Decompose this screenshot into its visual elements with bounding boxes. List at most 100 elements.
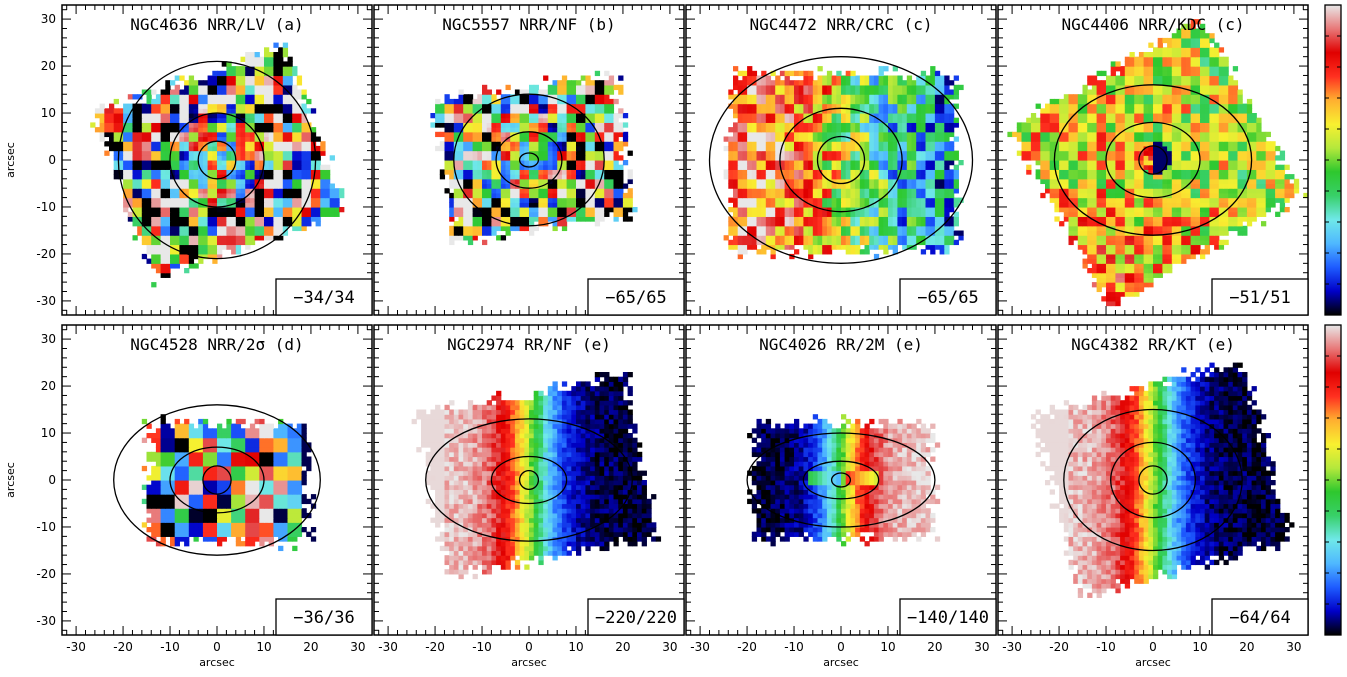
x-tick-label: 10 xyxy=(568,640,583,654)
contour-line xyxy=(1110,441,1196,519)
panel-1: -30 -20 -10 0 10 20 30 arcsec NGC4636 NRR/LV (a)… xyxy=(4,4,373,316)
x-tick-label: 10 xyxy=(1192,640,1207,654)
x-tick-label: 20 xyxy=(615,640,630,654)
isophote-contours xyxy=(746,432,936,528)
contour-line xyxy=(202,465,232,495)
isophote-contours xyxy=(708,56,974,264)
contour-line xyxy=(830,472,852,488)
x-tick-label: -20 xyxy=(113,640,133,654)
panel-5: -30 -20 -10 0 10 20 30 arcsec -30 -20 -10 0 10 20 30 ar… xyxy=(4,324,373,669)
x-tick-label: -10 xyxy=(784,640,804,654)
velocity-range-box xyxy=(275,278,373,316)
x-tick-label: -10 xyxy=(160,640,180,654)
x-tick-label: -10 xyxy=(472,640,492,654)
x-tick-label: -30 xyxy=(690,640,710,654)
x-tick-label: 20 xyxy=(927,640,942,654)
velocity-range-box xyxy=(275,598,373,636)
axis-ticks xyxy=(998,5,1308,315)
x-tick-label: -30 xyxy=(1002,640,1022,654)
axis-ticks xyxy=(374,5,684,315)
y-tick-label: 20 xyxy=(41,379,56,393)
colorbars xyxy=(1324,4,1342,636)
velocity-map xyxy=(723,66,964,260)
x-tick-label: 30 xyxy=(1286,640,1301,654)
velocity-map xyxy=(430,70,638,246)
y-tick-label: -30 xyxy=(36,614,56,628)
isophote-contours xyxy=(113,404,321,556)
velocity-range-label: −64/64 xyxy=(1229,608,1290,628)
velocity-map xyxy=(411,372,662,580)
isophote-contours xyxy=(1063,408,1243,552)
x-tick-label: -20 xyxy=(1049,640,1069,654)
contour-line xyxy=(495,131,563,189)
isophote-contours xyxy=(425,418,633,542)
velocity-map xyxy=(1030,362,1295,598)
contour-line xyxy=(425,418,633,542)
velocity-range-label: −140/140 xyxy=(907,608,989,628)
panel-2: NGC5557 NRR/NF (b) −65/65 xyxy=(373,4,685,316)
velocity-range-label: −51/51 xyxy=(1229,288,1290,308)
velocity-range-box xyxy=(899,278,997,316)
panel-title: NGC4026 RR/2M (e) xyxy=(759,335,923,354)
x-tick-label: 0 xyxy=(525,640,533,654)
y-axis-label: arcsec xyxy=(4,142,17,178)
contour-line xyxy=(802,460,880,500)
panel-7: -30 -20 -10 0 10 20 30 arcsec NGC4026 RR/2M (e) −… xyxy=(685,324,997,669)
y-tick-label: -10 xyxy=(36,520,56,534)
velocity-range-box xyxy=(1211,278,1309,316)
panel-title: NGC4382 RR/KT (e) xyxy=(1071,335,1235,354)
axis-ticks xyxy=(374,325,684,635)
panel-8: -30 -20 -10 0 10 20 30 arcsec NGC4382 RR/KT (e) −… xyxy=(997,324,1309,669)
x-axis-label: arcsec xyxy=(823,656,859,669)
panel-grid: -30 -20 -10 0 10 20 30 arcsec NGC4636 NRR/LV (a)… xyxy=(4,4,1309,669)
velocity-map xyxy=(747,414,941,547)
isophote-contours xyxy=(117,60,317,260)
y-tick-label: -20 xyxy=(36,247,56,261)
velocity-map xyxy=(141,414,317,552)
x-tick-label: 30 xyxy=(350,640,365,654)
x-tick-label: 0 xyxy=(837,640,845,654)
y-axis-label: arcsec xyxy=(4,462,17,498)
x-tick-label: -30 xyxy=(378,640,398,654)
y-tick-label: -20 xyxy=(36,567,56,581)
panel-title: NGC4528 NRR/2σ (d) xyxy=(130,335,303,354)
x-tick-label: 20 xyxy=(303,640,318,654)
velocity-range-label: −220/220 xyxy=(595,608,677,628)
contour-line xyxy=(113,404,321,556)
y-tick-label: 10 xyxy=(41,426,56,440)
contour-line xyxy=(708,56,974,264)
x-tick-label: 20 xyxy=(1239,640,1254,654)
colorbar-1 xyxy=(1324,4,1342,316)
contour-line xyxy=(746,432,936,528)
x-tick-label: 0 xyxy=(1149,640,1157,654)
x-axis-label: arcsec xyxy=(199,656,235,669)
velocity-map xyxy=(90,42,345,288)
contour-line xyxy=(1063,408,1243,552)
y-tick-label: 20 xyxy=(41,59,56,73)
x-tick-label: 10 xyxy=(880,640,895,654)
contour-line xyxy=(169,112,265,208)
contour-line xyxy=(169,446,265,514)
panel-title: NGC5557 NRR/NF (b) xyxy=(442,15,615,34)
y-tick-label: 0 xyxy=(48,473,56,487)
contour-line xyxy=(1138,465,1168,495)
contour-line xyxy=(816,135,866,185)
velocity-range-label: −65/65 xyxy=(917,288,978,308)
x-tick-label: 30 xyxy=(974,640,989,654)
y-tick-label: 30 xyxy=(41,332,56,346)
x-axis-label: arcsec xyxy=(511,656,547,669)
y-tick-label: 0 xyxy=(48,153,56,167)
contour-line xyxy=(490,455,568,505)
panel-4: NGC4406 NRR/KDC (c) −51/51 xyxy=(997,4,1309,316)
x-tick-label: -10 xyxy=(1096,640,1116,654)
velocity-map xyxy=(1007,19,1308,307)
contour-line xyxy=(1138,145,1168,175)
contour-line xyxy=(518,152,540,168)
y-tick-label: 30 xyxy=(41,12,56,26)
x-tick-label: -20 xyxy=(425,640,445,654)
panel-3: NGC4472 NRR/CRC (c) −65/65 xyxy=(685,4,997,316)
contour-line xyxy=(779,107,903,213)
velocity-range-box xyxy=(587,278,685,316)
contour-line xyxy=(117,60,317,260)
